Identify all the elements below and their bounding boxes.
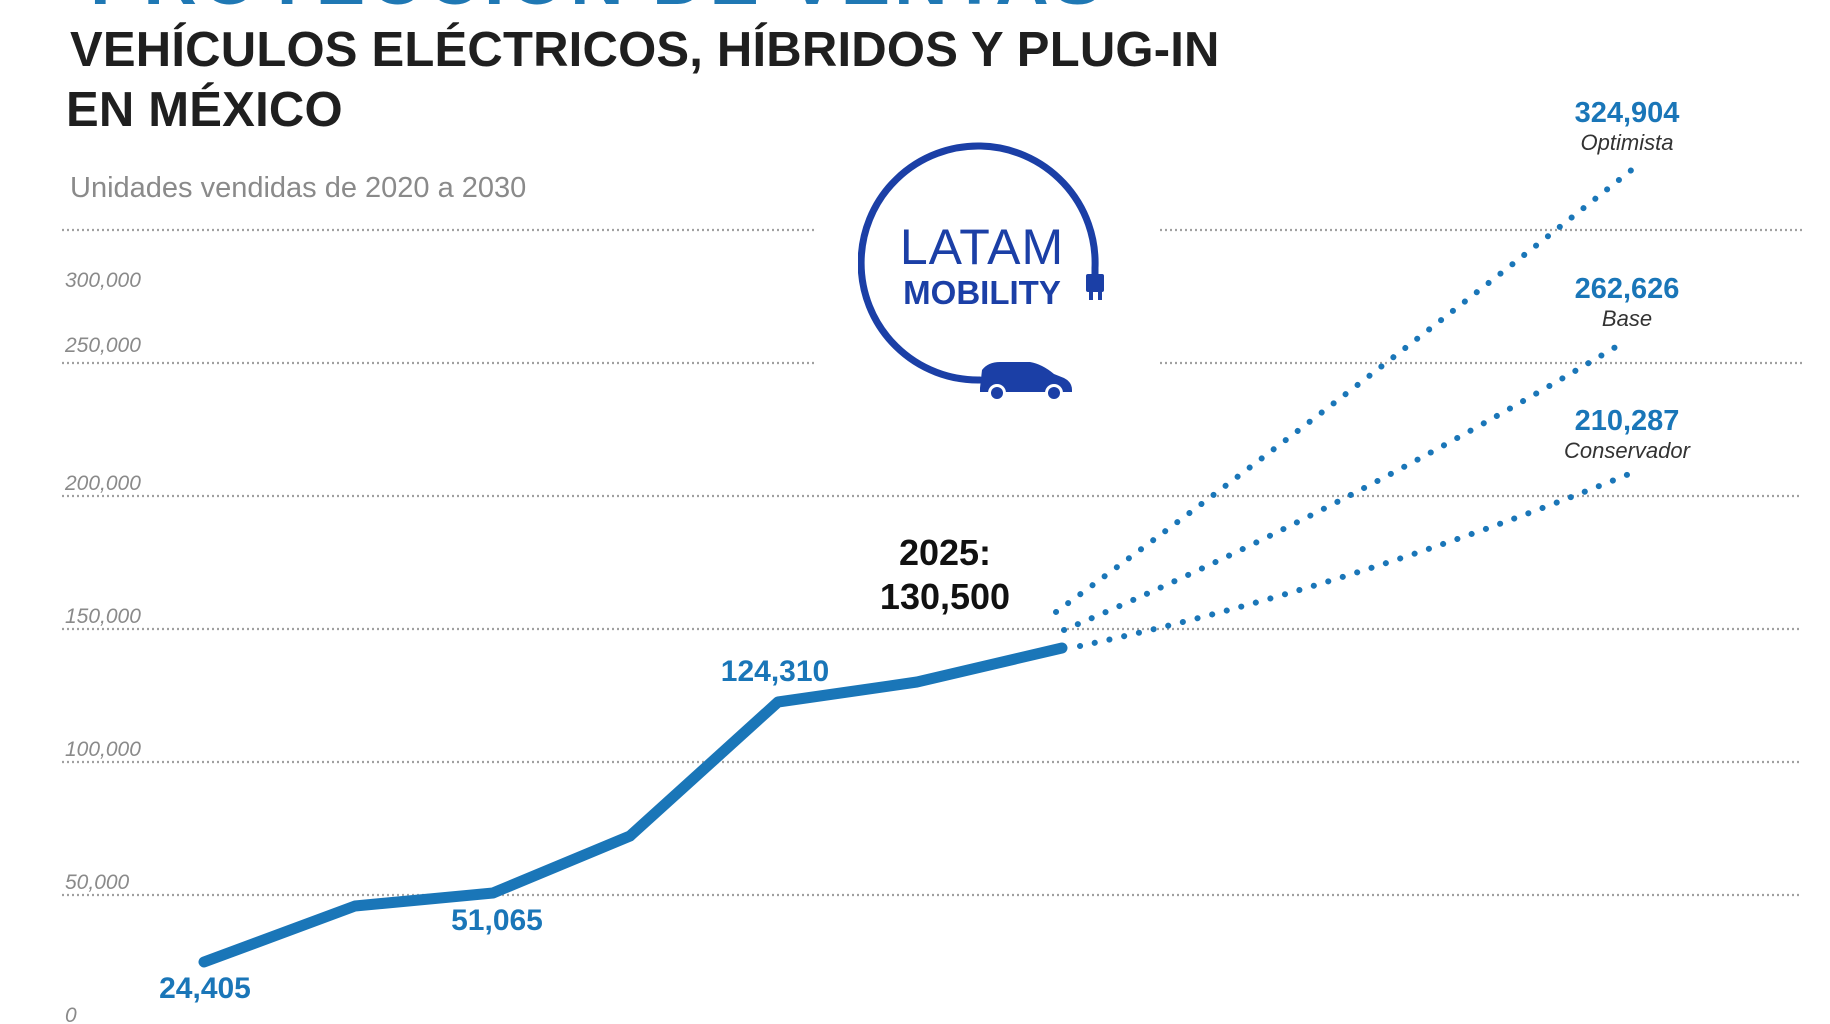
car-icon	[980, 362, 1072, 402]
data-label: 24,405	[159, 972, 251, 1005]
projection-line-base	[1061, 339, 1627, 633]
projection-value-label: 262,626	[1575, 273, 1680, 305]
y-tick-label: 50,000	[65, 871, 130, 894]
projection-value-label: 210,287	[1575, 405, 1680, 437]
projection-line-conservador	[1077, 469, 1637, 649]
highlight-value-label: 130,500	[880, 576, 1010, 617]
y-tick-label: 200,000	[64, 472, 141, 495]
projection-lines	[1053, 165, 1637, 649]
plug-icon	[1086, 268, 1104, 300]
chart-subtitle: Unidades vendidas de 2020 a 2030	[70, 172, 527, 204]
data-label: 51,065	[451, 904, 543, 937]
series-layer	[198, 642, 1068, 968]
y-tick-label: 100,000	[65, 738, 141, 761]
data-label: 124,310	[721, 655, 829, 688]
y-tick-label: 300,000	[65, 269, 141, 292]
series-line-actual	[198, 642, 1068, 968]
projection-scenario-label: Conservador	[1564, 438, 1692, 463]
title-cut-line: PROYECCIÓN DE VENTAS	[90, 0, 1106, 21]
chart-title-line-1: VEHÍCULOS ELÉCTRICOS, HÍBRIDOS Y PLUG-IN	[70, 23, 1220, 77]
grid-layer	[62, 228, 1802, 897]
y-axis-ticks: 0 50,000 100,000 150,000 200,000 250,000 300,0…	[64, 269, 141, 1024]
y-tick-label: 250,000	[64, 334, 141, 357]
projection-scenario-label: Optimista	[1581, 130, 1674, 155]
logo-ring	[858, 142, 1099, 384]
chart-title-line-2: EN MÉXICO	[66, 83, 343, 137]
data-labels: 24,405 51,065 124,310 2025:130,500 324,904Op…	[159, 97, 1692, 1005]
logo-text-mobility: MOBILITY	[903, 274, 1061, 311]
projection-line-optimista	[1053, 165, 1637, 615]
projection-value-label: 324,904	[1575, 97, 1680, 129]
y-tick-label: 150,000	[65, 605, 141, 628]
latam-mobility-logo: LATAM MOBILITY	[858, 142, 1104, 402]
y-tick-label: 0	[65, 1004, 77, 1024]
projection-scenario-label: Base	[1602, 306, 1652, 331]
highlight-year-label: 2025:	[899, 532, 991, 573]
logo-text-latam: LATAM	[900, 219, 1064, 275]
